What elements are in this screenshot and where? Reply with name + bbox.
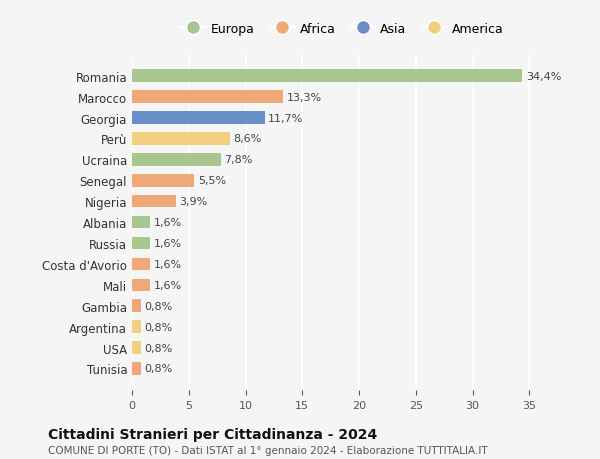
Bar xyxy=(132,174,194,187)
Bar xyxy=(132,341,141,354)
Bar xyxy=(132,258,150,271)
Bar xyxy=(132,91,283,104)
Bar xyxy=(132,133,230,146)
Bar xyxy=(132,237,150,250)
Text: Cittadini Stranieri per Cittadinanza - 2024: Cittadini Stranieri per Cittadinanza - 2… xyxy=(48,427,377,441)
Text: 8,6%: 8,6% xyxy=(233,134,261,144)
Bar xyxy=(132,300,141,312)
Bar xyxy=(132,279,150,291)
Text: 1,6%: 1,6% xyxy=(154,259,182,269)
Bar xyxy=(132,196,176,208)
Text: 0,8%: 0,8% xyxy=(145,343,173,353)
Text: 34,4%: 34,4% xyxy=(526,72,561,82)
Text: 0,8%: 0,8% xyxy=(145,322,173,332)
Text: 0,8%: 0,8% xyxy=(145,364,173,374)
Text: 0,8%: 0,8% xyxy=(145,301,173,311)
Text: 11,7%: 11,7% xyxy=(268,113,304,123)
Text: 1,6%: 1,6% xyxy=(154,239,182,248)
Bar xyxy=(132,154,221,166)
Bar xyxy=(132,321,141,333)
Text: 3,9%: 3,9% xyxy=(179,197,208,207)
Text: 1,6%: 1,6% xyxy=(154,280,182,290)
Text: COMUNE DI PORTE (TO) - Dati ISTAT al 1° gennaio 2024 - Elaborazione TUTTITALIA.I: COMUNE DI PORTE (TO) - Dati ISTAT al 1° … xyxy=(48,445,488,455)
Bar xyxy=(132,363,141,375)
Bar xyxy=(132,70,523,83)
Text: 7,8%: 7,8% xyxy=(224,155,253,165)
Text: 13,3%: 13,3% xyxy=(286,92,322,102)
Bar xyxy=(132,112,265,124)
Bar xyxy=(132,216,150,229)
Text: 5,5%: 5,5% xyxy=(198,176,226,186)
Legend: Europa, Africa, Asia, America: Europa, Africa, Asia, America xyxy=(176,18,508,41)
Text: 1,6%: 1,6% xyxy=(154,218,182,228)
